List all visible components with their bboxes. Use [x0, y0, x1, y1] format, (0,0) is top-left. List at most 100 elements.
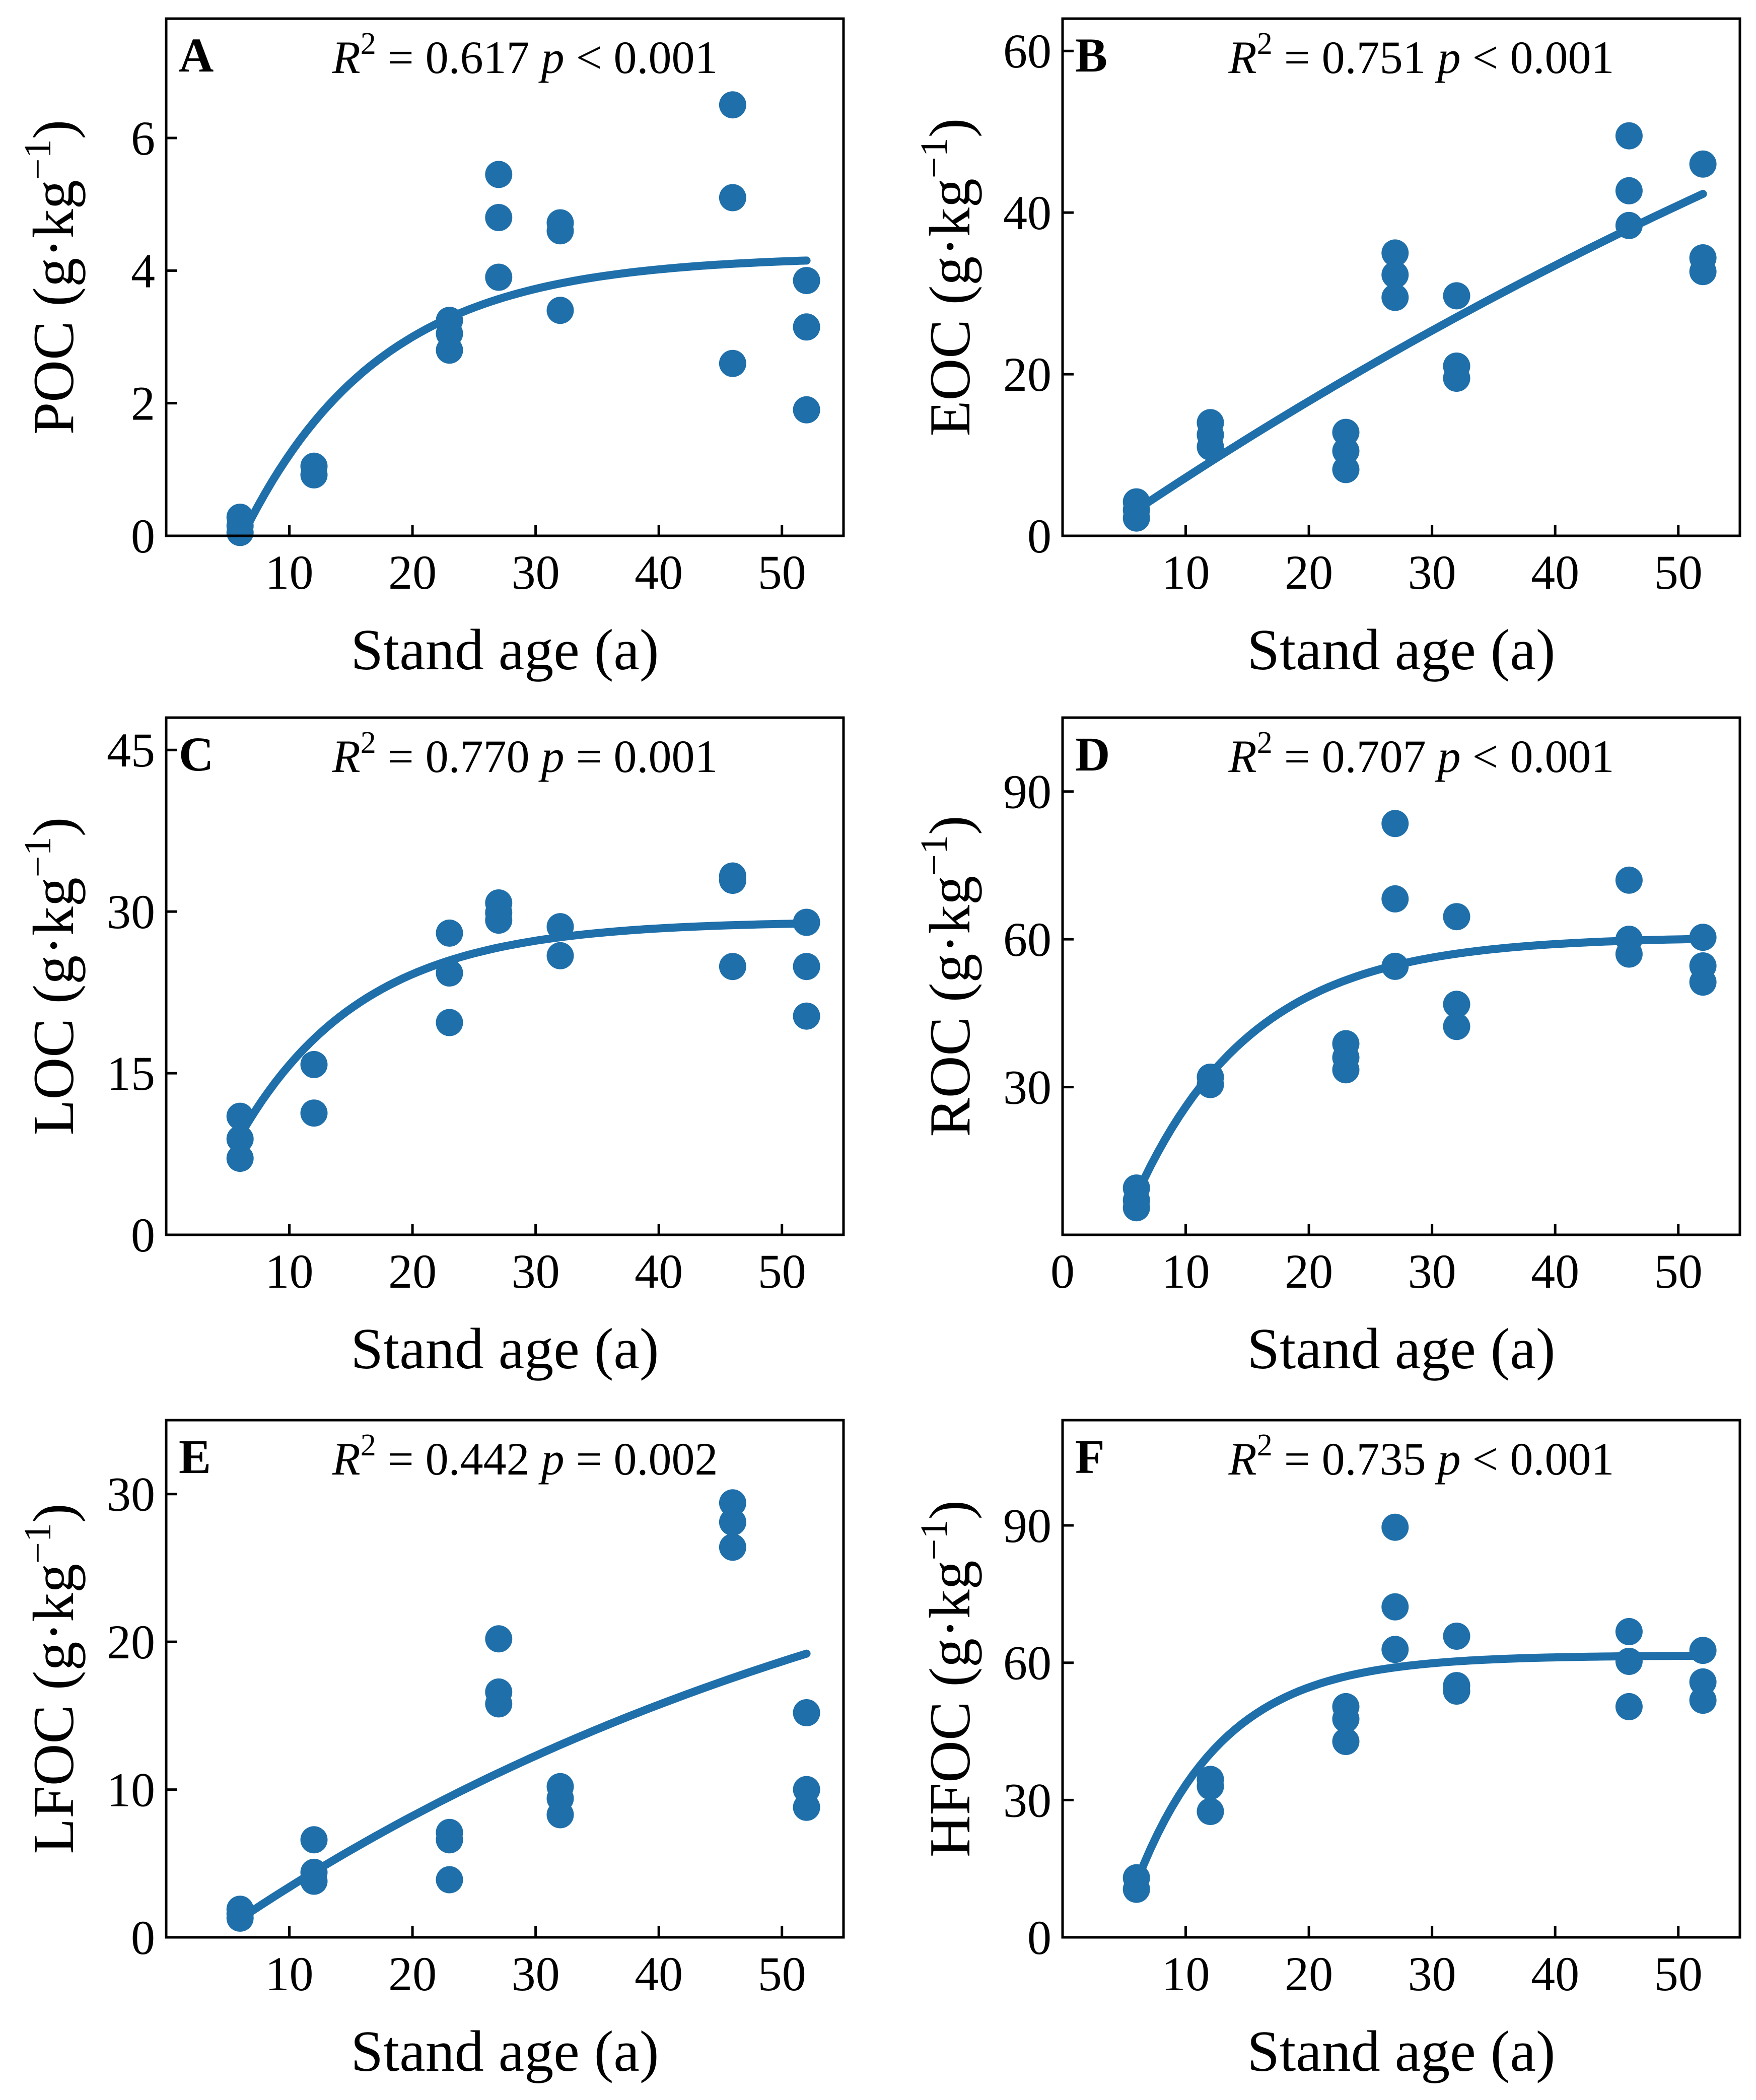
data-point	[485, 204, 513, 231]
y-title-close: )	[918, 118, 982, 138]
y-tick-label: 0	[131, 509, 155, 563]
data-point	[1332, 1693, 1360, 1720]
data-point	[485, 1678, 513, 1706]
y-title-exponent: −1	[913, 1520, 955, 1561]
data-point	[485, 889, 513, 917]
x-axis-title: Stand age (a)	[1247, 1317, 1556, 1381]
x-tick-label: 40	[635, 545, 683, 599]
data-point	[300, 1858, 328, 1886]
x-tick-label: 20	[1285, 1244, 1333, 1298]
x-tick-label: 10	[265, 1947, 314, 2001]
p-label: p	[1435, 1433, 1461, 1485]
r2-value: = 0.770	[376, 731, 541, 782]
y-axis-title: LOC (g·kg−1)	[17, 817, 86, 1136]
y-tick-label: 60	[1003, 913, 1051, 966]
data-point	[436, 1866, 463, 1894]
data-point	[1381, 239, 1409, 267]
x-tick-label: 30	[1408, 545, 1456, 599]
data-point	[436, 307, 463, 334]
y-title-unit: (g·kg	[918, 1560, 982, 1687]
data-point	[793, 953, 820, 981]
data-point	[793, 1776, 820, 1803]
data-point	[1197, 409, 1224, 437]
y-tick-label: 60	[1003, 24, 1051, 78]
data-point	[546, 297, 574, 324]
x-tick-label: 20	[388, 1947, 437, 2001]
x-tick-label: 30	[1408, 1244, 1456, 1298]
x-tick-label: 50	[758, 1947, 806, 2001]
data-point	[1381, 284, 1409, 311]
y-axis-title: HFOC (g·kg−1)	[913, 1500, 982, 1857]
y-title-close: )	[22, 1503, 86, 1523]
y-tick-label: 90	[1003, 1499, 1051, 1553]
r2-value: = 0.707	[1273, 731, 1438, 782]
fit-curve	[240, 256, 811, 537]
fit-curve	[1132, 935, 1707, 1200]
y-tick-label: 0	[1027, 509, 1051, 563]
y-tick-label: 30	[107, 1467, 155, 1521]
y-tick-label: 10	[107, 1763, 155, 1817]
data-point	[1615, 122, 1643, 150]
plot-frame	[165, 17, 845, 537]
data-point	[546, 209, 574, 237]
data-point	[1443, 353, 1470, 380]
panel-letter: F	[1075, 1430, 1105, 1484]
r2-value: = 0.442	[376, 1433, 541, 1485]
r2-label: R	[332, 32, 361, 83]
y-tick-label: 6	[131, 111, 155, 165]
data-point	[719, 1489, 746, 1517]
r2-label: R	[332, 731, 361, 782]
panel-letter: E	[179, 1430, 211, 1484]
r2-exponent: 2	[1257, 1428, 1273, 1462]
p-value: = 0.001	[565, 731, 718, 782]
data-point	[793, 908, 820, 936]
data-point	[436, 1818, 463, 1846]
data-point	[1615, 1693, 1643, 1720]
data-point	[1197, 1064, 1224, 1091]
y-tick-label: 0	[1027, 1911, 1051, 1965]
data-point	[485, 263, 513, 291]
data-point	[1615, 866, 1643, 894]
r2-label: R	[332, 1433, 361, 1485]
plot-frame	[165, 1419, 845, 1939]
data-point	[300, 452, 328, 480]
data-point	[1615, 212, 1643, 239]
y-title-main: LFOC	[22, 1690, 86, 1854]
y-tick-label: 30	[1003, 1773, 1051, 1827]
stats-annotation: R2 = 0.751 p < 0.001	[1228, 27, 1614, 83]
data-point	[300, 1826, 328, 1854]
r2-label: R	[1228, 32, 1257, 83]
data-point	[1443, 903, 1470, 931]
y-title-main: HFOC	[918, 1687, 982, 1857]
y-title-exponent: −1	[913, 835, 955, 876]
data-point	[1122, 1174, 1150, 1202]
p-value: < 0.001	[1461, 1433, 1614, 1485]
data-point	[1689, 924, 1717, 951]
x-tick-label: 40	[1531, 545, 1579, 599]
data-point	[719, 349, 746, 377]
data-point	[1381, 885, 1409, 913]
y-tick-label: 60	[1003, 1636, 1051, 1690]
data-point	[1443, 1013, 1470, 1040]
fit-curve	[1132, 1651, 1707, 1886]
stats-annotation: R2 = 0.735 p < 0.001	[1228, 1428, 1614, 1485]
y-title-unit: (g·kg	[22, 1564, 86, 1690]
x-tick-label: 10	[1162, 1244, 1210, 1298]
x-tick-label: 20	[388, 1244, 437, 1298]
y-tick-label: 45	[107, 723, 155, 777]
x-tick-label: 10	[1162, 545, 1210, 599]
data-point	[793, 313, 820, 341]
y-tick-label: 0	[131, 1208, 155, 1262]
data-point	[1381, 1636, 1409, 1663]
x-tick-label: 30	[512, 1244, 560, 1298]
data-point	[719, 91, 746, 119]
data-point	[719, 862, 746, 890]
y-title-exponent: −1	[17, 836, 59, 877]
data-point	[1381, 1593, 1409, 1621]
r2-label: R	[1228, 1433, 1257, 1485]
x-tick-label: 30	[512, 545, 560, 599]
data-point	[485, 161, 513, 188]
y-title-exponent: −1	[17, 139, 59, 180]
y-tick-label: 30	[107, 885, 155, 939]
x-tick-label: 20	[388, 545, 437, 599]
